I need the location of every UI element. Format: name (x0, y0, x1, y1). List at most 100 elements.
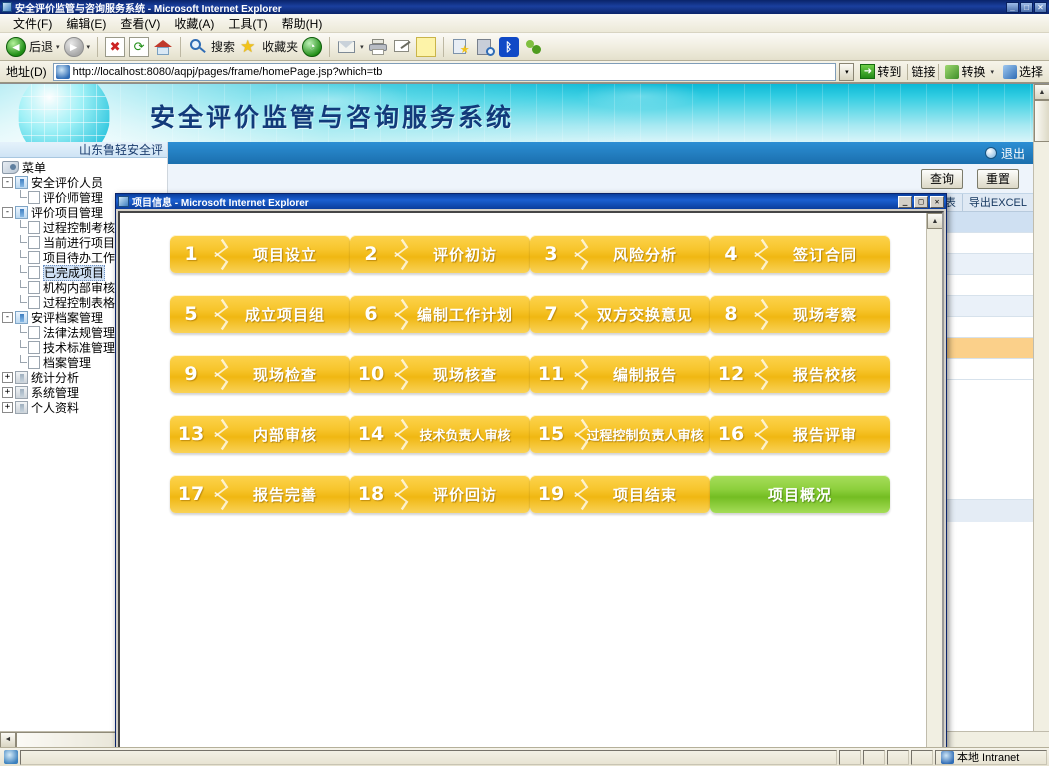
edit-button[interactable] (390, 35, 414, 59)
tree-node-safety-assessors[interactable]: - 安全评价人员 (2, 175, 167, 190)
status-pane-2 (863, 749, 885, 765)
search-button-row: 查询 重置 (168, 164, 1033, 194)
back-dropdown-caret-icon[interactable]: ▾ (56, 43, 60, 51)
forward-dropdown-caret-icon[interactable]: ▾ (86, 43, 91, 51)
query-button[interactable]: 查询 (920, 168, 963, 189)
tree-node-personal-profile[interactable]: + 个人资料 (2, 400, 167, 415)
scroll-thumb[interactable] (1034, 100, 1049, 142)
step-button-17[interactable]: 17 报告完善 (170, 475, 350, 513)
tree-item-laws-regulations[interactable]: 法律法规管理 (2, 325, 167, 340)
dialog-maximize-button[interactable]: □ (914, 195, 928, 208)
scroll-left-button[interactable]: ◄ (0, 731, 16, 747)
step-button-9[interactable]: 9 现场检查 (170, 355, 350, 393)
step-button-7[interactable]: 7 双方交换意见 (530, 295, 710, 333)
tree-toggle-icon[interactable]: + (2, 387, 13, 398)
links-button[interactable]: 链接 (911, 65, 936, 79)
dialog-scroll-up-button[interactable]: ▲ (927, 213, 942, 229)
step-button-1[interactable]: 1 项目设立 (170, 235, 350, 273)
stop-button[interactable]: ✖ (103, 35, 127, 59)
menu-item-help[interactable]: 帮助(H) (281, 16, 323, 31)
maximize-button[interactable]: □ (1020, 1, 1033, 13)
scroll-up-button[interactable]: ▲ (1034, 84, 1049, 100)
tree-toggle-icon[interactable]: - (2, 312, 13, 323)
step-button-12[interactable]: 12 报告校核 (710, 355, 890, 393)
page-vertical-scrollbar[interactable]: ▲ (1033, 84, 1049, 747)
step-button-11[interactable]: 11 编制报告 (530, 355, 710, 393)
address-input[interactable]: http://localhost:8080/aqpj/pages/frame/h… (52, 62, 837, 81)
gray-folder-icon (15, 386, 28, 399)
forward-button[interactable]: ► ▾ (62, 35, 93, 59)
bluetooth-button[interactable]: ᛒ (497, 35, 521, 59)
messenger-button[interactable] (521, 35, 545, 59)
favorites-button[interactable]: ★ 收藏夹 (237, 35, 300, 59)
select-button[interactable]: 选择 (1000, 63, 1046, 80)
refresh-button[interactable]: ⟳ (127, 35, 151, 59)
step-button-18[interactable]: 18 评价回访 (350, 475, 530, 513)
step-button-16[interactable]: 16 报告评审 (710, 415, 890, 453)
menu-item-view[interactable]: 查看(V) (120, 16, 161, 31)
menu-item-favorites[interactable]: 收藏(A) (174, 16, 215, 31)
menu-item-tools[interactable]: 工具(T) (228, 16, 268, 31)
step-button-5[interactable]: 5 成立项目组 (170, 295, 350, 333)
chevron-right-icon (212, 295, 226, 333)
menu-item-file[interactable]: 文件(F) (13, 16, 53, 31)
convert-caret-icon[interactable]: ▾ (990, 68, 994, 76)
research-button[interactable]: ★ (449, 35, 473, 59)
tree-item-assessor-management[interactable]: 评价师管理 (2, 190, 167, 205)
address-dropdown-button[interactable]: ▾ (839, 62, 855, 81)
dialog-vertical-scrollbar[interactable]: ▲ ▼ (926, 213, 942, 747)
tree-node-statistics[interactable]: + 统计分析 (2, 370, 167, 385)
step-label: 现场考察 (792, 305, 857, 324)
step-button-3[interactable]: 3 风险分析 (530, 235, 710, 273)
back-button[interactable]: ◄ 后退 ▾ (4, 35, 62, 59)
step-button-19[interactable]: 19 项目结束 (530, 475, 710, 513)
go-button[interactable]: ➜ 转到 (857, 63, 904, 80)
tree-item-completed-projects[interactable]: 已完成项目 (2, 264, 167, 281)
chevron-right-icon (392, 355, 406, 393)
search-button[interactable]: 搜索 (186, 35, 237, 59)
convert-button-label: 转换 (961, 65, 986, 79)
exit-button-label[interactable]: 退出 (1000, 146, 1025, 161)
minimize-button[interactable]: _ (1006, 1, 1019, 13)
mail-button[interactable]: ▾ (335, 35, 366, 59)
home-button[interactable] (151, 35, 175, 59)
step-button-10[interactable]: 10 现场核查 (350, 355, 530, 393)
reset-button[interactable]: 重置 (976, 168, 1019, 189)
encarta-button[interactable] (473, 35, 497, 59)
dialog-titlebar[interactable]: 项目信息 - Microsoft Internet Explorer _ □ ✕ (116, 194, 946, 209)
tree-root-menu[interactable]: 菜单 (2, 160, 167, 175)
address-url-text: http://localhost:8080/aqpj/pages/frame/h… (72, 65, 383, 78)
step-button-4[interactable]: 4 签订合同 (710, 235, 890, 273)
tree-toggle-icon[interactable]: - (2, 207, 13, 218)
step-button-8[interactable]: 8 现场考察 (710, 295, 890, 333)
tree-toggle-icon[interactable]: + (2, 372, 13, 383)
step-button-14[interactable]: 14 技术负责人审核 (350, 415, 530, 453)
security-zone-indicator[interactable]: 本地 Intranet (935, 749, 1047, 765)
tree-node-system-management[interactable]: + 系统管理 (2, 385, 167, 400)
step-button-2[interactable]: 2 评价初访 (350, 235, 530, 273)
history-button[interactable]: ◔ (300, 35, 324, 59)
mail-dropdown-caret-icon[interactable]: ▾ (360, 43, 364, 51)
tree-toggle-icon[interactable]: - (2, 177, 13, 188)
dialog-close-button[interactable]: ✕ (930, 195, 944, 208)
step-button-15[interactable]: 15 过程控制负责人审核 (530, 415, 710, 453)
tree-item-pending-tasks[interactable]: 项目待办工作 (2, 250, 167, 265)
close-button[interactable]: ✕ (1034, 1, 1047, 13)
tree-node-archive-management[interactable]: - 安评档案管理 (2, 310, 167, 325)
dialog-minimize-button[interactable]: _ (898, 195, 912, 208)
tree-item-current-projects[interactable]: 当前进行项目 (2, 235, 167, 250)
step-button-13[interactable]: 13 内部审核 (170, 415, 350, 453)
note-button[interactable] (414, 35, 438, 59)
print-button[interactable] (366, 35, 390, 59)
project-overview-button[interactable]: 项目概况 (710, 475, 890, 513)
messenger-icon (523, 37, 543, 57)
tree-item-label: 法律法规管理 (43, 325, 116, 340)
tab-export-excel[interactable]: 导出EXCEL (961, 194, 1033, 211)
menu-item-edit[interactable]: 编辑(E) (66, 16, 107, 31)
convert-button[interactable]: 转换 ▾ (942, 63, 997, 80)
step-button-6[interactable]: 6 编制工作计划 (350, 295, 530, 333)
tree-item-technical-standards[interactable]: 技术标准管理 (2, 340, 167, 355)
tree-node-project-management[interactable]: - 评价项目管理 (2, 205, 167, 220)
tree-item-archive[interactable]: 档案管理 (2, 355, 167, 370)
tree-toggle-icon[interactable]: + (2, 402, 13, 413)
